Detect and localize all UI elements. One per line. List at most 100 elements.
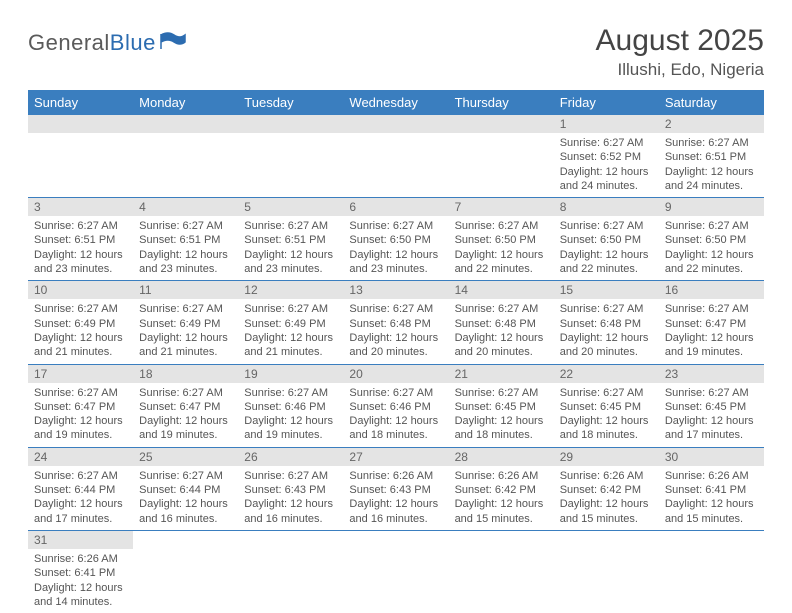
calendar-cell: 31Sunrise: 6:26 AMSunset: 6:41 PMDayligh… [28, 530, 133, 613]
day-number: 18 [133, 365, 238, 383]
calendar-cell: 25Sunrise: 6:27 AMSunset: 6:44 PMDayligh… [133, 447, 238, 530]
calendar-cell: 3Sunrise: 6:27 AMSunset: 6:51 PMDaylight… [28, 198, 133, 281]
day-content: Sunrise: 6:27 AMSunset: 6:49 PMDaylight:… [28, 299, 133, 363]
calendar-cell: 2Sunrise: 6:27 AMSunset: 6:51 PMDaylight… [659, 115, 764, 198]
calendar-cell [238, 530, 343, 613]
calendar-cell: 4Sunrise: 6:27 AMSunset: 6:51 PMDaylight… [133, 198, 238, 281]
calendar-cell: 17Sunrise: 6:27 AMSunset: 6:47 PMDayligh… [28, 364, 133, 447]
calendar-cell: 24Sunrise: 6:27 AMSunset: 6:44 PMDayligh… [28, 447, 133, 530]
logo: GeneralBlue [28, 30, 186, 56]
month-title: August 2025 [596, 24, 764, 58]
day-number: 10 [28, 281, 133, 299]
day-header: Monday [133, 90, 238, 115]
day-number: 30 [659, 448, 764, 466]
day-number: 13 [343, 281, 448, 299]
day-content: Sunrise: 6:27 AMSunset: 6:43 PMDaylight:… [238, 466, 343, 530]
day-header: Friday [554, 90, 659, 115]
calendar-cell: 14Sunrise: 6:27 AMSunset: 6:48 PMDayligh… [449, 281, 554, 364]
day-content: Sunrise: 6:27 AMSunset: 6:51 PMDaylight:… [238, 216, 343, 280]
day-content: Sunrise: 6:27 AMSunset: 6:50 PMDaylight:… [554, 216, 659, 280]
day-content: Sunrise: 6:27 AMSunset: 6:51 PMDaylight:… [659, 133, 764, 197]
logo-text: GeneralBlue [28, 30, 156, 56]
calendar-cell: 13Sunrise: 6:27 AMSunset: 6:48 PMDayligh… [343, 281, 448, 364]
calendar-cell: 27Sunrise: 6:26 AMSunset: 6:43 PMDayligh… [343, 447, 448, 530]
calendar-cell: 6Sunrise: 6:27 AMSunset: 6:50 PMDaylight… [343, 198, 448, 281]
day-header: Wednesday [343, 90, 448, 115]
day-content: Sunrise: 6:27 AMSunset: 6:45 PMDaylight:… [554, 383, 659, 447]
day-content: Sunrise: 6:27 AMSunset: 6:52 PMDaylight:… [554, 133, 659, 197]
day-content: Sunrise: 6:27 AMSunset: 6:49 PMDaylight:… [238, 299, 343, 363]
day-number: 31 [28, 531, 133, 549]
calendar-cell: 22Sunrise: 6:27 AMSunset: 6:45 PMDayligh… [554, 364, 659, 447]
title-block: August 2025 Illushi, Edo, Nigeria [596, 24, 764, 80]
day-number: 28 [449, 448, 554, 466]
day-content: Sunrise: 6:27 AMSunset: 6:50 PMDaylight:… [449, 216, 554, 280]
calendar-cell: 21Sunrise: 6:27 AMSunset: 6:45 PMDayligh… [449, 364, 554, 447]
day-content: Sunrise: 6:26 AMSunset: 6:43 PMDaylight:… [343, 466, 448, 530]
calendar-cell: 23Sunrise: 6:27 AMSunset: 6:45 PMDayligh… [659, 364, 764, 447]
calendar-cell: 7Sunrise: 6:27 AMSunset: 6:50 PMDaylight… [449, 198, 554, 281]
calendar-cell: 19Sunrise: 6:27 AMSunset: 6:46 PMDayligh… [238, 364, 343, 447]
day-content: Sunrise: 6:27 AMSunset: 6:48 PMDaylight:… [449, 299, 554, 363]
day-content: Sunrise: 6:27 AMSunset: 6:45 PMDaylight:… [659, 383, 764, 447]
day-content: Sunrise: 6:27 AMSunset: 6:47 PMDaylight:… [133, 383, 238, 447]
day-number: 14 [449, 281, 554, 299]
calendar-cell [133, 115, 238, 198]
calendar-cell: 16Sunrise: 6:27 AMSunset: 6:47 PMDayligh… [659, 281, 764, 364]
calendar-cell [449, 530, 554, 613]
calendar-cell [449, 115, 554, 198]
day-number: 12 [238, 281, 343, 299]
calendar-cell: 1Sunrise: 6:27 AMSunset: 6:52 PMDaylight… [554, 115, 659, 198]
day-number: 20 [343, 365, 448, 383]
day-number: 11 [133, 281, 238, 299]
calendar-cell [28, 115, 133, 198]
calendar-cell: 10Sunrise: 6:27 AMSunset: 6:49 PMDayligh… [28, 281, 133, 364]
day-header: Tuesday [238, 90, 343, 115]
logo-text-general: General [28, 30, 110, 55]
calendar-cell: 9Sunrise: 6:27 AMSunset: 6:50 PMDaylight… [659, 198, 764, 281]
calendar-cell: 11Sunrise: 6:27 AMSunset: 6:49 PMDayligh… [133, 281, 238, 364]
day-content: Sunrise: 6:27 AMSunset: 6:50 PMDaylight:… [343, 216, 448, 280]
calendar-cell: 20Sunrise: 6:27 AMSunset: 6:46 PMDayligh… [343, 364, 448, 447]
day-number: 22 [554, 365, 659, 383]
day-number: 21 [449, 365, 554, 383]
calendar-cell: 26Sunrise: 6:27 AMSunset: 6:43 PMDayligh… [238, 447, 343, 530]
calendar-cell: 8Sunrise: 6:27 AMSunset: 6:50 PMDaylight… [554, 198, 659, 281]
day-content: Sunrise: 6:26 AMSunset: 6:42 PMDaylight:… [449, 466, 554, 530]
day-number: 27 [343, 448, 448, 466]
day-content: Sunrise: 6:27 AMSunset: 6:47 PMDaylight:… [28, 383, 133, 447]
day-number: 1 [554, 115, 659, 133]
day-number: 26 [238, 448, 343, 466]
day-number: 5 [238, 198, 343, 216]
day-content: Sunrise: 6:26 AMSunset: 6:41 PMDaylight:… [28, 549, 133, 613]
flag-icon [160, 32, 186, 55]
day-content: Sunrise: 6:27 AMSunset: 6:46 PMDaylight:… [343, 383, 448, 447]
calendar-cell: 30Sunrise: 6:26 AMSunset: 6:41 PMDayligh… [659, 447, 764, 530]
day-number: 16 [659, 281, 764, 299]
day-content: Sunrise: 6:27 AMSunset: 6:44 PMDaylight:… [133, 466, 238, 530]
day-number: 25 [133, 448, 238, 466]
day-number: 2 [659, 115, 764, 133]
day-header: Thursday [449, 90, 554, 115]
day-number: 23 [659, 365, 764, 383]
day-content: Sunrise: 6:27 AMSunset: 6:48 PMDaylight:… [343, 299, 448, 363]
calendar-cell [238, 115, 343, 198]
day-content: Sunrise: 6:26 AMSunset: 6:42 PMDaylight:… [554, 466, 659, 530]
day-number: 17 [28, 365, 133, 383]
calendar-cell [343, 115, 448, 198]
logo-text-blue: Blue [110, 30, 156, 55]
day-content: Sunrise: 6:27 AMSunset: 6:50 PMDaylight:… [659, 216, 764, 280]
day-number: 3 [28, 198, 133, 216]
day-number: 29 [554, 448, 659, 466]
day-content: Sunrise: 6:27 AMSunset: 6:46 PMDaylight:… [238, 383, 343, 447]
day-content: Sunrise: 6:26 AMSunset: 6:41 PMDaylight:… [659, 466, 764, 530]
day-content: Sunrise: 6:27 AMSunset: 6:51 PMDaylight:… [28, 216, 133, 280]
location: Illushi, Edo, Nigeria [596, 60, 764, 80]
calendar-cell: 29Sunrise: 6:26 AMSunset: 6:42 PMDayligh… [554, 447, 659, 530]
calendar-cell [343, 530, 448, 613]
day-number: 4 [133, 198, 238, 216]
header: GeneralBlue August 2025 Illushi, Edo, Ni… [28, 24, 764, 80]
day-content: Sunrise: 6:27 AMSunset: 6:44 PMDaylight:… [28, 466, 133, 530]
day-content: Sunrise: 6:27 AMSunset: 6:45 PMDaylight:… [449, 383, 554, 447]
day-number: 15 [554, 281, 659, 299]
